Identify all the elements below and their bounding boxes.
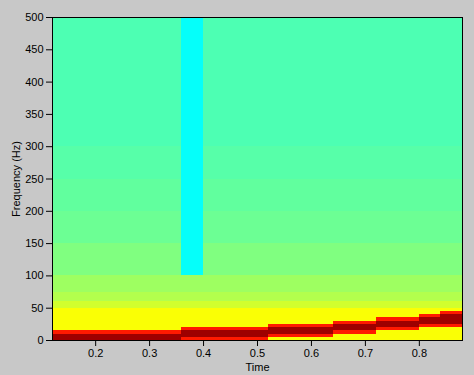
svg-text:0.3: 0.3 [142,347,157,359]
svg-text:0.6: 0.6 [304,347,319,359]
svg-text:350: 350 [25,108,43,120]
svg-text:100: 100 [25,269,43,281]
svg-text:0.2: 0.2 [88,347,103,359]
svg-text:0.4: 0.4 [196,347,211,359]
svg-text:0.8: 0.8 [412,347,427,359]
svg-text:0.7: 0.7 [358,347,373,359]
svg-text:0: 0 [37,334,43,346]
svg-text:0.5: 0.5 [250,347,265,359]
svg-text:Time: Time [245,361,269,373]
svg-text:150: 150 [25,237,43,249]
svg-text:400: 400 [25,76,43,88]
svg-text:300: 300 [25,140,43,152]
svg-text:200: 200 [25,205,43,217]
svg-text:Frequency (Hz): Frequency (Hz) [10,141,22,217]
svg-text:500: 500 [25,11,43,23]
svg-text:450: 450 [25,43,43,55]
svg-text:250: 250 [25,173,43,185]
svg-text:50: 50 [31,302,43,314]
